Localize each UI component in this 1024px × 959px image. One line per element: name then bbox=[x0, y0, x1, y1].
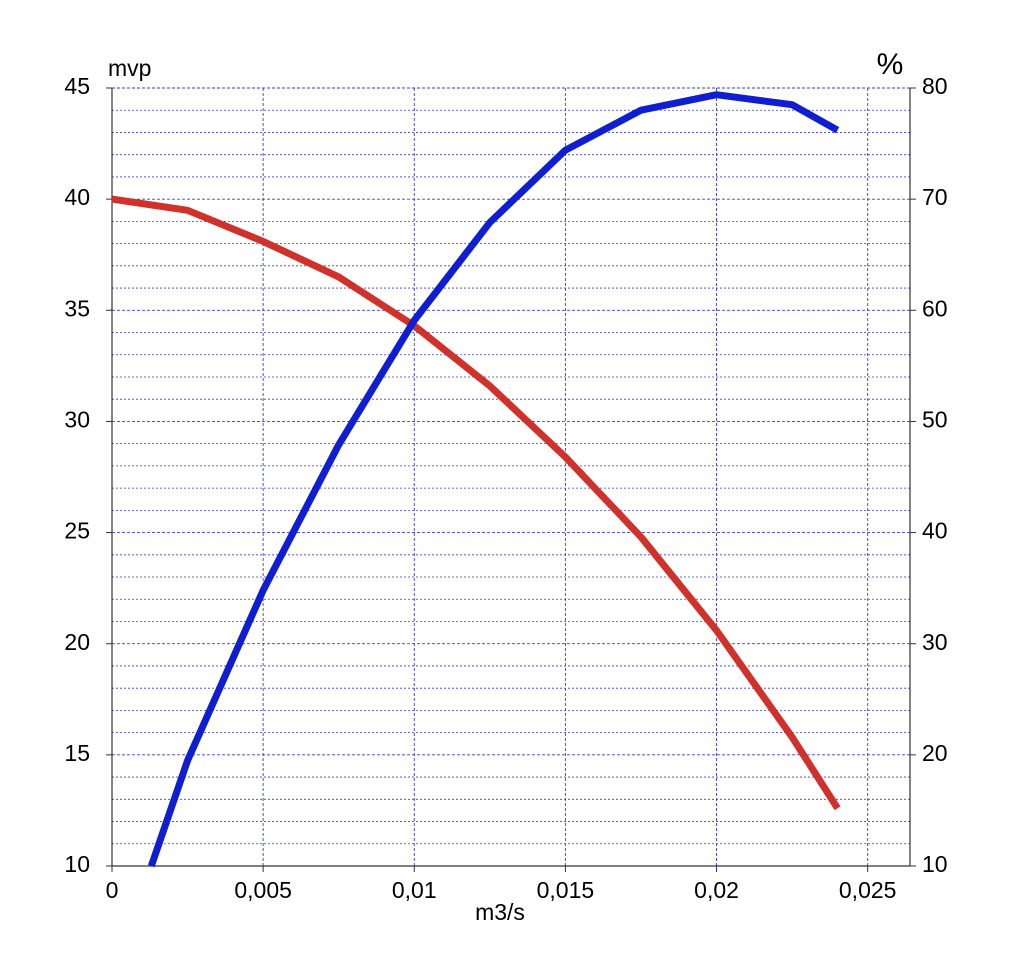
y-tick-label: 30 bbox=[64, 407, 90, 433]
x-tick-label: 0,005 bbox=[234, 877, 292, 903]
y-tick-label: 10 bbox=[64, 851, 90, 877]
x-tick-label: 0 bbox=[106, 877, 119, 903]
y2-tick-label: 40 bbox=[922, 518, 948, 544]
y2-tick-label: 20 bbox=[922, 740, 948, 766]
y-tick-label: 35 bbox=[64, 295, 90, 321]
y2-tick-label: 30 bbox=[922, 629, 948, 655]
x-tick-label: 0,02 bbox=[694, 877, 739, 903]
x-tick-label: 0,025 bbox=[839, 877, 897, 903]
y2-axis-label: % bbox=[877, 48, 904, 81]
y2-tick-label: 70 bbox=[922, 184, 948, 210]
y2-tick-label: 80 bbox=[922, 73, 948, 99]
x-tick-label: 0,01 bbox=[392, 877, 437, 903]
series-line bbox=[147, 91, 840, 868]
y2-tick-label: 50 bbox=[922, 407, 948, 433]
x-axis-label: m3/s bbox=[475, 899, 525, 925]
series-line bbox=[111, 195, 841, 811]
y-tick-label: 40 bbox=[64, 184, 90, 210]
y-tick-label: 25 bbox=[64, 518, 90, 544]
y-tick-label: 15 bbox=[64, 740, 90, 766]
y-tick-label: 45 bbox=[64, 73, 90, 99]
x-tick-label: 0,015 bbox=[537, 877, 595, 903]
y2-tick-label: 60 bbox=[922, 295, 948, 321]
y-axis-label: mvp bbox=[108, 55, 151, 81]
y2-tick-label: 10 bbox=[922, 851, 948, 877]
y-tick-label: 20 bbox=[64, 629, 90, 655]
